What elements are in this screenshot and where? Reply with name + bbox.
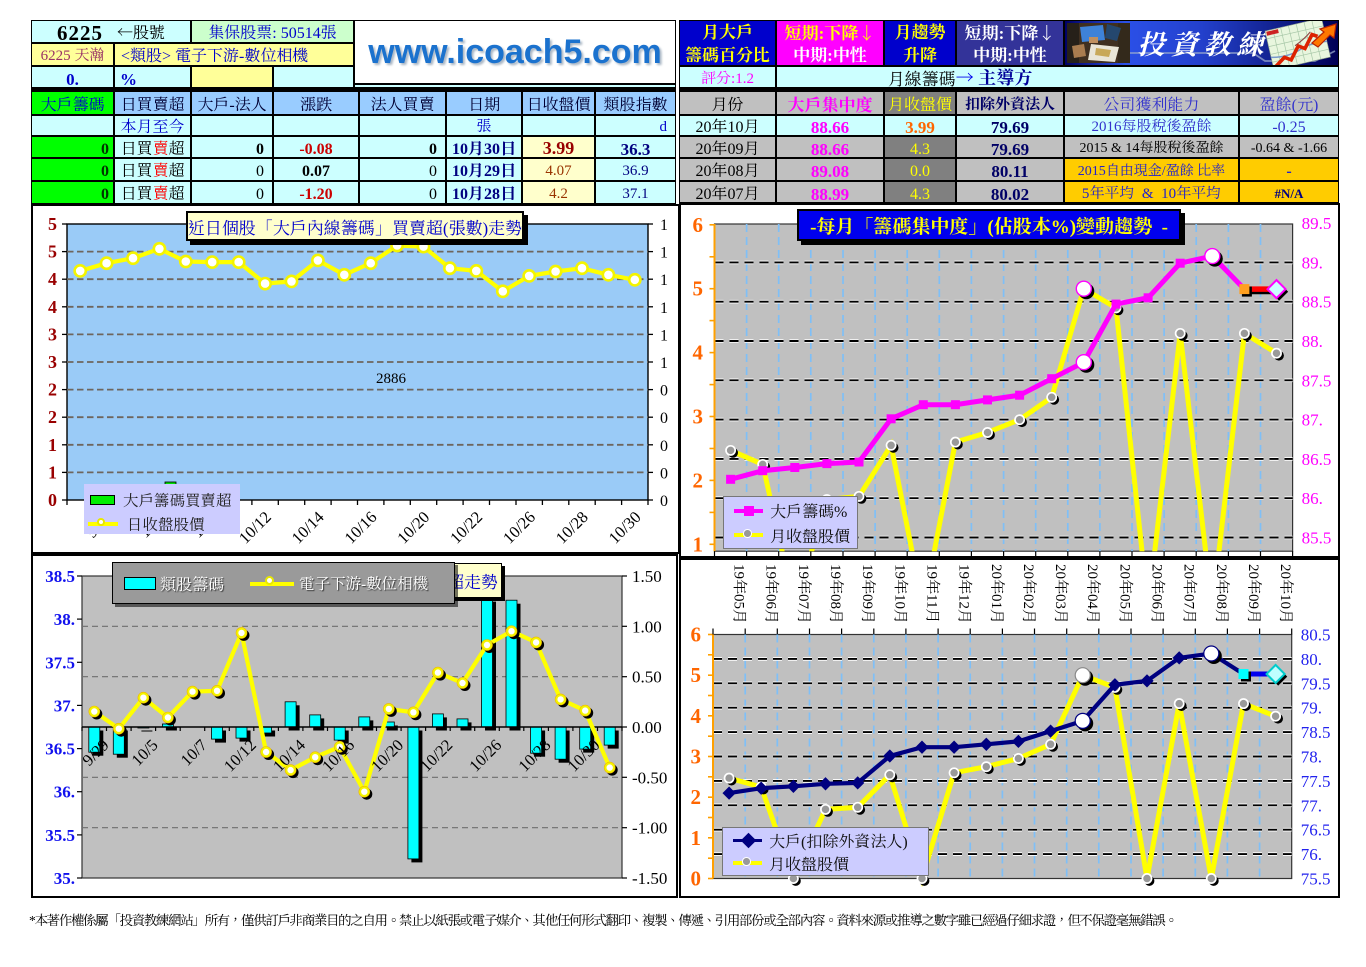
svg-text:89.5: 89.5 bbox=[1302, 209, 1332, 234]
svg-text:87.5: 87.5 bbox=[1302, 366, 1332, 391]
svg-text:19年05月: 19年05月 bbox=[730, 564, 751, 624]
svg-text:5: 5 bbox=[693, 273, 704, 303]
svg-text:-1.50: -1.50 bbox=[632, 864, 667, 889]
svg-text:20年02月: 20年02月 bbox=[1019, 564, 1040, 624]
svg-text:1: 1 bbox=[660, 240, 668, 263]
svg-text:5: 5 bbox=[48, 210, 57, 236]
svg-text:20年06月: 20年06月 bbox=[1148, 564, 1169, 624]
svg-text:0: 0 bbox=[660, 433, 668, 456]
svg-text:2: 2 bbox=[48, 376, 57, 402]
svg-text:20年09月: 20年09月 bbox=[1244, 564, 1265, 624]
svg-text:5: 5 bbox=[691, 659, 702, 689]
svg-text:3: 3 bbox=[693, 401, 704, 431]
svg-text:86.: 86. bbox=[1302, 484, 1323, 509]
svg-text:2: 2 bbox=[691, 781, 702, 811]
svg-text:19年11月: 19年11月 bbox=[923, 564, 944, 623]
svg-text:77.: 77. bbox=[1301, 791, 1322, 816]
svg-text:2886: 2886 bbox=[376, 367, 407, 388]
svg-text:4: 4 bbox=[48, 265, 57, 291]
svg-text:38.5: 38.5 bbox=[45, 562, 75, 587]
svg-text:0: 0 bbox=[691, 863, 702, 893]
svg-text:37.5: 37.5 bbox=[45, 648, 75, 673]
svg-text:77.5: 77.5 bbox=[1301, 767, 1331, 792]
svg-text:38.: 38. bbox=[54, 605, 75, 630]
svg-text:89.: 89. bbox=[1302, 248, 1323, 273]
svg-text:86.5: 86.5 bbox=[1302, 445, 1332, 470]
svg-text:2: 2 bbox=[693, 464, 704, 494]
svg-text:20年07月: 20年07月 bbox=[1180, 564, 1201, 624]
svg-text:1: 1 bbox=[48, 431, 57, 457]
svg-text:79.5: 79.5 bbox=[1301, 669, 1331, 694]
svg-text:80.: 80. bbox=[1301, 645, 1322, 670]
svg-text:6: 6 bbox=[691, 619, 702, 649]
svg-text:20年03月: 20年03月 bbox=[1051, 564, 1072, 624]
svg-text:20年10月: 20年10月 bbox=[1276, 564, 1297, 624]
svg-text:4: 4 bbox=[691, 700, 702, 730]
svg-text:20年04月: 20年04月 bbox=[1083, 564, 1104, 624]
svg-text:80.5: 80.5 bbox=[1301, 621, 1331, 646]
svg-text:19年07月: 19年07月 bbox=[794, 564, 815, 624]
svg-text:0.00: 0.00 bbox=[632, 713, 662, 738]
svg-text:76.: 76. bbox=[1301, 840, 1322, 865]
svg-text:20年01月: 20年01月 bbox=[987, 564, 1008, 624]
svg-text:教: 教 bbox=[1204, 23, 1235, 62]
svg-text:1: 1 bbox=[693, 528, 704, 558]
svg-text:36.5: 36.5 bbox=[45, 735, 75, 760]
svg-text:85.5: 85.5 bbox=[1302, 524, 1332, 549]
svg-text:1: 1 bbox=[660, 212, 668, 235]
svg-text:0: 0 bbox=[660, 488, 668, 511]
svg-text:19年10月: 19年10月 bbox=[890, 564, 911, 624]
svg-text:3: 3 bbox=[48, 348, 57, 374]
svg-text:36.: 36. bbox=[54, 778, 75, 803]
svg-text:20年05月: 20年05月 bbox=[1115, 564, 1136, 624]
svg-text:78.5: 78.5 bbox=[1301, 718, 1331, 743]
svg-text:1.50: 1.50 bbox=[632, 562, 662, 587]
svg-text:1: 1 bbox=[660, 267, 668, 290]
svg-text:35.: 35. bbox=[54, 864, 75, 889]
svg-text:88.: 88. bbox=[1302, 327, 1323, 352]
svg-text:1: 1 bbox=[660, 295, 668, 318]
svg-text:0: 0 bbox=[660, 378, 668, 401]
svg-text:資: 資 bbox=[1171, 23, 1202, 62]
svg-text:1: 1 bbox=[660, 322, 668, 345]
svg-text:3: 3 bbox=[691, 741, 702, 771]
svg-text:0: 0 bbox=[48, 486, 57, 512]
svg-text:4: 4 bbox=[693, 337, 704, 367]
svg-text:1: 1 bbox=[660, 350, 668, 373]
svg-text:-1.00: -1.00 bbox=[632, 814, 667, 839]
svg-text:88.5: 88.5 bbox=[1302, 288, 1332, 313]
svg-text:19年06月: 19年06月 bbox=[762, 564, 783, 624]
svg-text:投: 投 bbox=[1138, 23, 1168, 62]
svg-text:0.50: 0.50 bbox=[632, 663, 662, 688]
svg-text:1: 1 bbox=[48, 458, 57, 484]
svg-text:20年08月: 20年08月 bbox=[1212, 564, 1233, 624]
svg-text:0: 0 bbox=[660, 405, 668, 428]
svg-text:0: 0 bbox=[660, 460, 668, 483]
svg-text:78.: 78. bbox=[1301, 743, 1322, 768]
svg-text:2: 2 bbox=[48, 403, 57, 429]
svg-text:-0.50: -0.50 bbox=[632, 763, 667, 788]
svg-text:6: 6 bbox=[693, 209, 704, 239]
svg-text:1: 1 bbox=[691, 822, 702, 852]
svg-text:76.5: 76.5 bbox=[1301, 816, 1331, 841]
svg-text:5: 5 bbox=[48, 238, 57, 264]
svg-text:練: 練 bbox=[1237, 23, 1269, 62]
svg-text:79.: 79. bbox=[1301, 694, 1322, 719]
svg-text:19年12月: 19年12月 bbox=[955, 564, 976, 624]
svg-text:3: 3 bbox=[48, 320, 57, 346]
svg-text:19年09月: 19年09月 bbox=[858, 564, 879, 624]
svg-text:1.00: 1.00 bbox=[632, 612, 662, 637]
svg-text:19年08月: 19年08月 bbox=[826, 564, 847, 624]
svg-text:35.5: 35.5 bbox=[45, 821, 75, 846]
svg-text:87.: 87. bbox=[1302, 406, 1323, 431]
svg-text:37.: 37. bbox=[54, 691, 75, 716]
svg-text:75.5: 75.5 bbox=[1301, 865, 1331, 890]
svg-text:4: 4 bbox=[48, 293, 57, 319]
